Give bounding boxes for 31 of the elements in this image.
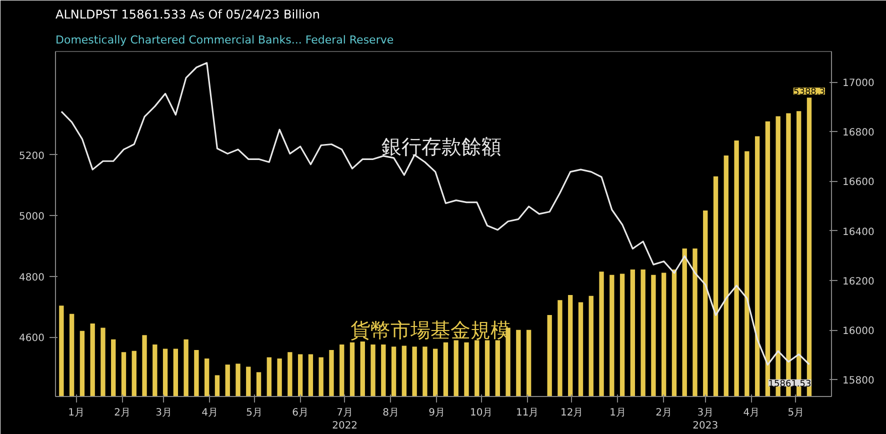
y2-tick-label: 16200 bbox=[842, 276, 874, 288]
series-label: 銀行存款餘額 bbox=[381, 136, 502, 158]
x-tick-label: 5月 bbox=[246, 408, 263, 418]
x-tick-label: 10月 bbox=[470, 408, 493, 418]
x-tick-label: 1月 bbox=[68, 408, 84, 418]
y2-tick-label: 16000 bbox=[842, 326, 874, 338]
chart-title: ALNLDPST 15861.533 As Of 05/24/23 Billion bbox=[56, 8, 320, 22]
x-tick-label: 12月 bbox=[560, 408, 584, 418]
y2-tick-label: 17000 bbox=[842, 78, 874, 90]
x-tick-label: 1月 bbox=[610, 408, 626, 418]
x-tick-label: 3月 bbox=[156, 408, 172, 418]
y2-tick-label: 16600 bbox=[842, 177, 874, 188]
x-tick-label: 2月 bbox=[114, 408, 130, 418]
y-tick-label: 4600 bbox=[19, 333, 45, 344]
x-tick-label: 11月 bbox=[516, 408, 539, 418]
x-tick-label: 9月 bbox=[428, 408, 446, 418]
x-tick-label: 7月 2022 bbox=[332, 408, 358, 432]
x-tick-label: 2月 bbox=[656, 408, 672, 418]
chart-subtitle: Domestically Chartered Commercial Banks... Federal Reserve bbox=[56, 34, 394, 46]
x-tick-label: 4月 bbox=[202, 408, 218, 418]
y2-tick-label: 15800 bbox=[842, 376, 874, 387]
y-tick-label: 5000 bbox=[19, 212, 45, 223]
y2-tick-label: 16800 bbox=[842, 128, 874, 139]
x-tick-label: 6月 bbox=[292, 408, 309, 418]
y2-tick-label: 16400 bbox=[842, 226, 874, 238]
x-tick-label: 5月 bbox=[788, 408, 804, 418]
y-tick-label: 4800 bbox=[19, 272, 45, 284]
y-tick-label: 5200 bbox=[19, 150, 45, 162]
x-tick-label: 3月 2023 bbox=[692, 408, 718, 432]
x-tick-label: 8月 bbox=[382, 408, 400, 418]
x-tick-label: 4月 bbox=[743, 408, 760, 418]
